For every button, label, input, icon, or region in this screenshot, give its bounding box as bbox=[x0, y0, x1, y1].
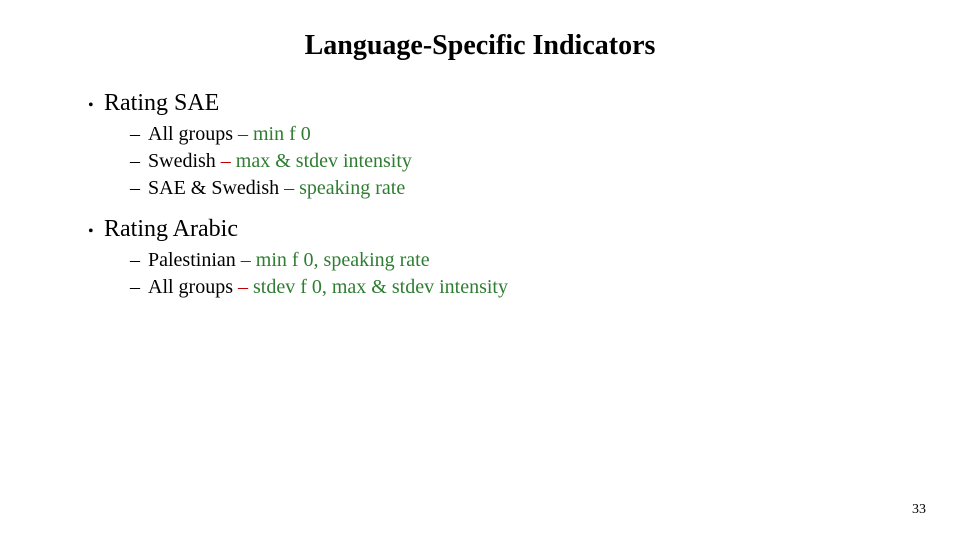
sub-label: All groups bbox=[148, 123, 233, 145]
sub-detail: min f 0, speaking rate bbox=[256, 249, 430, 271]
sub-sep: – bbox=[233, 276, 253, 298]
dash-icon: – bbox=[130, 150, 148, 173]
sub-bullet: –Swedish – max & stdev intensity bbox=[130, 150, 890, 173]
dash-icon: – bbox=[130, 177, 148, 200]
sub-detail: speaking rate bbox=[299, 177, 405, 199]
bullet-dot-icon: • bbox=[88, 223, 104, 241]
sub-detail: min f 0 bbox=[253, 123, 311, 145]
bullet-rating-arabic: •Rating Arabic bbox=[88, 216, 890, 243]
sub-bullet: –All groups – min f 0 bbox=[130, 123, 890, 146]
sub-bullet: –Palestinian – min f 0, speaking rate bbox=[130, 249, 890, 272]
dash-icon: – bbox=[130, 276, 148, 299]
sub-sep: – bbox=[216, 150, 236, 172]
sub-label: Palestinian bbox=[148, 249, 236, 271]
bullet-heading: Rating SAE bbox=[104, 90, 219, 116]
page-number: 33 bbox=[912, 502, 926, 518]
dash-icon: – bbox=[130, 249, 148, 272]
bullet-dot-icon: • bbox=[88, 97, 104, 115]
dash-icon: – bbox=[130, 123, 148, 146]
bullet-rating-sae: •Rating SAE bbox=[88, 90, 890, 117]
sub-sep: – bbox=[279, 177, 299, 199]
slide: Language-Specific Indicators •Rating SAE… bbox=[0, 0, 960, 540]
sub-bullet: –All groups – stdev f 0, max & stdev int… bbox=[130, 276, 890, 299]
sub-sep: – bbox=[233, 123, 253, 145]
sub-sep: – bbox=[236, 249, 256, 271]
sub-detail: max & stdev intensity bbox=[236, 150, 412, 172]
sub-detail: stdev f 0, max & stdev intensity bbox=[253, 276, 508, 298]
sub-bullet: –SAE & Swedish – speaking rate bbox=[130, 177, 890, 200]
sub-label: SAE & Swedish bbox=[148, 177, 279, 199]
sub-label: Swedish bbox=[148, 150, 216, 172]
slide-title: Language-Specific Indicators bbox=[70, 30, 890, 62]
bullet-heading: Rating Arabic bbox=[104, 216, 238, 242]
sub-label: All groups bbox=[148, 276, 233, 298]
